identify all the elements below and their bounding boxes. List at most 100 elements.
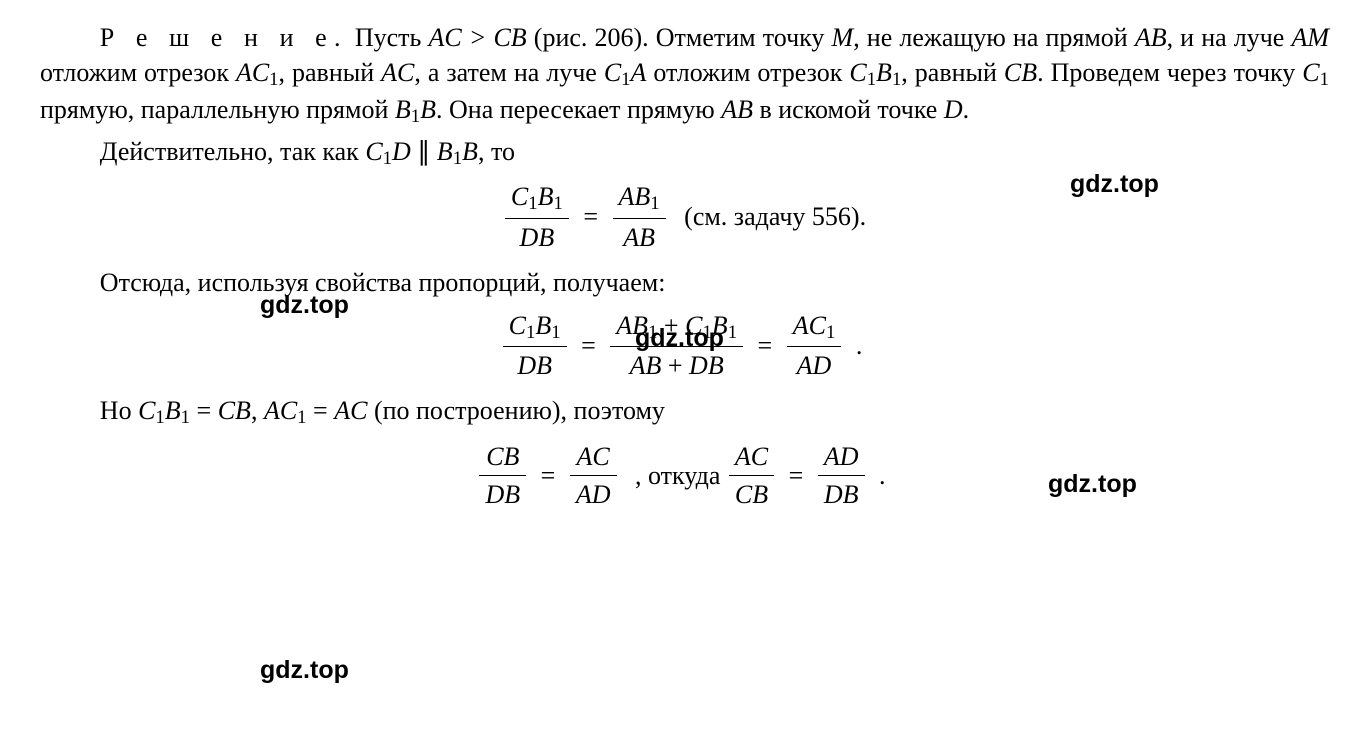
math-inline: AC > CB [429,23,527,52]
t: . Проведем через точку [1037,58,1302,87]
numerator: AD [818,439,865,476]
t: , равный [901,58,1004,87]
mv: DB [689,351,724,380]
math-inline: C1A [604,58,647,87]
denominator: DB [505,219,569,255]
math-inline: C1D [365,137,410,166]
numerator: CB [479,439,526,476]
mv: B [876,58,892,87]
math-inline: B1B [437,137,478,166]
t: , и на луче [1167,23,1292,52]
equation-1: C1B1 DB = AB1 AB (см. задачу 556). [40,179,1329,254]
t: Но [100,396,138,425]
mv: B [535,311,551,340]
sub: 1 [650,193,659,214]
equals: = [535,458,562,493]
fraction: C1B1 DB [505,179,569,254]
sub: 1 [702,322,711,343]
mv: AC [264,396,297,425]
sub: 1 [411,107,420,128]
sub: 1 [826,322,835,343]
t: в искомой точке [753,95,944,124]
numerator: AC [570,439,617,476]
page-container: { "text": { "p1_lead": "Р е ш е н и е.",… [40,20,1329,512]
math-inline: D [944,95,963,124]
math-inline: CB [1004,58,1037,87]
math-inline: AC [381,58,414,87]
math-inline: AB [721,95,753,124]
sub: 1 [528,193,537,214]
plus: + [661,351,689,380]
mv: C [1302,58,1319,87]
t: , [251,396,264,425]
mv: C [509,311,526,340]
mv: B [462,137,478,166]
denominator: AD [787,347,842,383]
t: (рис. 206). Отметим точку [527,23,832,52]
sub: 1 [867,69,876,90]
paragraph-3: Отсюда, используя свойства пропорций, по… [40,265,1329,300]
denominator: CB [729,476,774,512]
mv: B [712,311,728,340]
equals: = [752,328,779,363]
equation-mid-text: , откуда [625,458,720,493]
paragraph-4: Но C1B1 = CB, AC1 = AC (по построению), … [40,393,1329,430]
numerator: C1B1 [505,179,569,218]
t: . Она пересекает прямую [436,95,721,124]
mv: B [395,95,411,124]
numerator: AB1 [613,179,666,218]
mv: C [849,58,866,87]
denominator: DB [479,476,526,512]
math-inline: B1B [395,95,436,124]
sub: 1 [554,193,563,214]
t: Пусть [348,23,429,52]
mv: AB [619,182,651,211]
math-inline: M [832,23,854,52]
equation-2: C1B1 DB = AB1 + C1B1 AB + DB = AC1 AD . [40,308,1329,383]
full-stop: . [873,458,892,493]
t: (по построению), поэтому [367,396,665,425]
denominator: DB [503,347,567,383]
mv: B [420,95,436,124]
denominator: AB [613,219,666,255]
mv: C [604,58,621,87]
math-inline: AM [1291,23,1329,52]
t: ∥ [411,137,437,166]
equals: = [575,328,602,363]
fraction: AD DB [818,439,865,512]
sub: 1 [297,407,306,428]
sub: 1 [526,322,535,343]
sub: 1 [383,148,392,169]
numerator: AC [729,439,774,476]
sub: 1 [621,69,630,90]
mv: C [511,182,528,211]
mv: B [538,182,554,211]
denominator: AD [570,476,617,512]
fraction: C1B1 DB [503,308,567,383]
t: прямую, параллельную прямой [40,95,395,124]
mv: B [165,396,181,425]
sub: 1 [155,407,164,428]
mv: AB [616,311,648,340]
mv: AB [630,351,662,380]
paragraph-2: Действительно, так как C1D ∥ B1B, то [40,134,1329,171]
math-inline: C1B1 [138,396,190,425]
fraction: AB1 + C1B1 AB + DB [610,308,743,383]
math-inline: C1 [1302,58,1329,87]
math-inline: AC [334,396,367,425]
lead-word: Р е ш е н и е. [100,23,348,52]
watermark: gdz.top [260,654,349,688]
t: . [963,95,970,124]
mv: AC [236,58,269,87]
t: , то [478,137,515,166]
sub: 1 [1320,69,1329,90]
t: = [190,396,218,425]
sub: 1 [181,407,190,428]
mv: C [365,137,382,166]
equals: = [577,199,604,234]
fraction: AC CB [729,439,774,512]
fraction: AC AD [570,439,617,512]
denominator: AB + DB [610,347,743,383]
t: Действительно, так как [100,137,366,166]
sub: 1 [269,69,278,90]
